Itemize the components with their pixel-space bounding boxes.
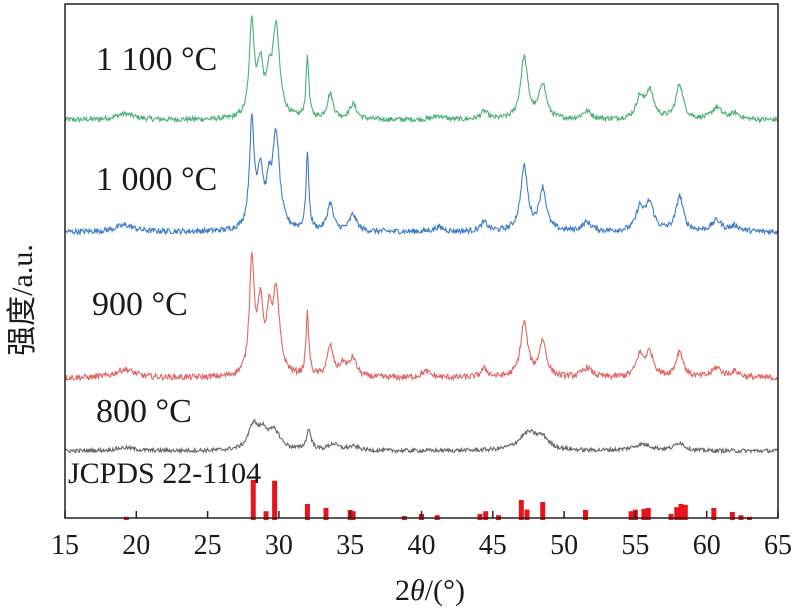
reference-peak <box>272 480 278 520</box>
series-label-900: 900 °C <box>92 286 188 323</box>
series-line <box>64 251 779 382</box>
reference-peak <box>350 511 356 520</box>
series-label-1000: 1 000 °C <box>96 161 217 198</box>
reference-peak <box>641 508 647 520</box>
x-tick-label: 35 <box>336 530 364 561</box>
series-label-1100: 1 100 °C <box>96 41 217 78</box>
plot-frame <box>64 3 779 519</box>
y-axis-label: 强度/a.u. <box>6 244 39 356</box>
reference-peak <box>711 508 717 520</box>
series-line <box>64 113 779 237</box>
reference-peak <box>263 511 269 520</box>
x-tick-label: 65 <box>764 530 792 561</box>
series-labels: 1 100 °C 1 000 °C 900 °C 800 °C JCPDS 22… <box>68 41 261 490</box>
reference-peak <box>668 514 674 520</box>
x-axis-label-unit: /(°) <box>425 574 465 607</box>
reference-peak <box>729 512 735 520</box>
reference-peak <box>645 508 651 520</box>
reference-peak <box>674 507 680 520</box>
reference-peak <box>483 511 489 520</box>
x-axis-label-prefix: 2 <box>395 574 410 607</box>
x-tick-label: 50 <box>550 530 578 561</box>
x-tick-label: 60 <box>693 530 721 561</box>
series-line <box>64 15 779 124</box>
reference-peak <box>518 500 524 520</box>
reference-peak <box>540 502 546 520</box>
x-axis-label-theta: θ <box>410 574 425 607</box>
reference-peak <box>304 504 310 520</box>
reference-peak <box>524 509 530 520</box>
x-tick-label: 20 <box>122 530 150 561</box>
series-line <box>64 418 779 455</box>
reference-peak <box>323 508 329 520</box>
reference-peak <box>477 514 483 520</box>
x-tick-label: 55 <box>621 530 649 561</box>
reference-peak <box>682 504 688 520</box>
x-tick-label: 30 <box>265 530 293 561</box>
reference-peak <box>582 510 588 520</box>
x-tick-label: 15 <box>51 530 79 561</box>
reference-peak <box>628 511 634 520</box>
x-axis: 15 20 25 30 35 40 45 50 55 60 65 <box>51 511 792 561</box>
reference-label: JCPDS 22-1104 <box>68 457 261 490</box>
x-axis-label: 2θ/(°) <box>395 574 465 607</box>
reference-peak <box>250 480 256 520</box>
x-tick-label: 40 <box>408 530 436 561</box>
series-label-800: 800 °C <box>96 393 192 430</box>
reference-peak <box>678 504 684 520</box>
x-tick-label: 45 <box>479 530 507 561</box>
series-traces <box>64 15 779 455</box>
x-tick-label: 25 <box>194 530 222 561</box>
